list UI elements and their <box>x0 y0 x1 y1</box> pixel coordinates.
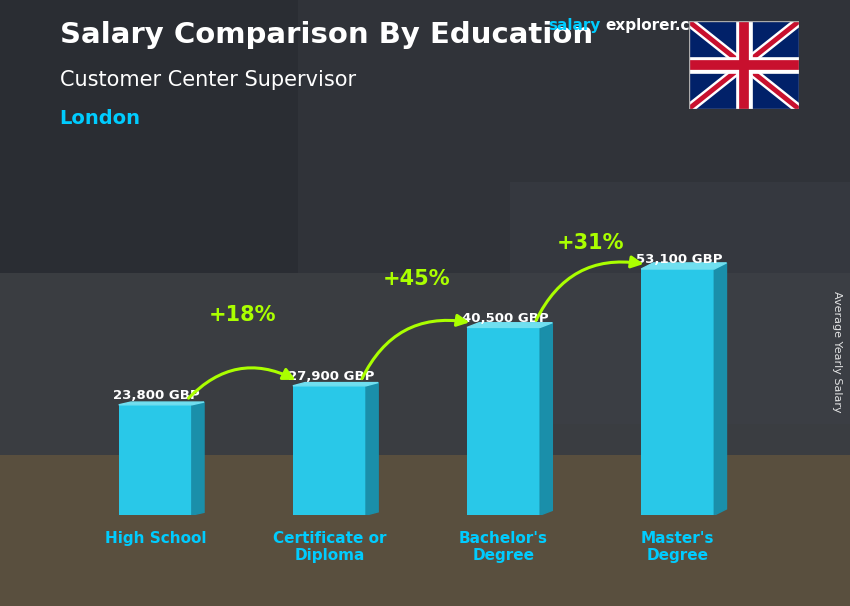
Bar <box>510 182 850 424</box>
Text: Salary Comparison By Education: Salary Comparison By Education <box>60 21 592 49</box>
Bar <box>467 327 540 515</box>
Polygon shape <box>641 263 727 269</box>
Text: Average Yearly Salary: Average Yearly Salary <box>832 291 842 412</box>
Bar <box>0 454 850 606</box>
Polygon shape <box>192 402 204 515</box>
Bar <box>0 0 850 273</box>
Text: salary: salary <box>548 18 601 33</box>
Text: explorer.com: explorer.com <box>605 18 716 33</box>
Polygon shape <box>119 402 204 405</box>
Bar <box>293 386 366 515</box>
Text: +31%: +31% <box>557 233 625 253</box>
Polygon shape <box>714 263 727 515</box>
Text: +45%: +45% <box>382 269 450 289</box>
Bar <box>119 405 192 515</box>
Text: 23,800 GBP: 23,800 GBP <box>114 389 200 402</box>
Polygon shape <box>540 323 552 515</box>
Polygon shape <box>366 382 378 515</box>
Bar <box>0 0 298 273</box>
Bar <box>641 269 714 515</box>
Text: Customer Center Supervisor: Customer Center Supervisor <box>60 70 355 90</box>
Polygon shape <box>467 323 552 327</box>
Text: 53,100 GBP: 53,100 GBP <box>636 253 722 266</box>
Text: 40,500 GBP: 40,500 GBP <box>462 311 548 325</box>
Text: London: London <box>60 109 140 128</box>
Text: 27,900 GBP: 27,900 GBP <box>287 370 374 383</box>
Polygon shape <box>293 382 378 386</box>
Bar <box>0 273 850 454</box>
Text: +18%: +18% <box>208 305 276 325</box>
